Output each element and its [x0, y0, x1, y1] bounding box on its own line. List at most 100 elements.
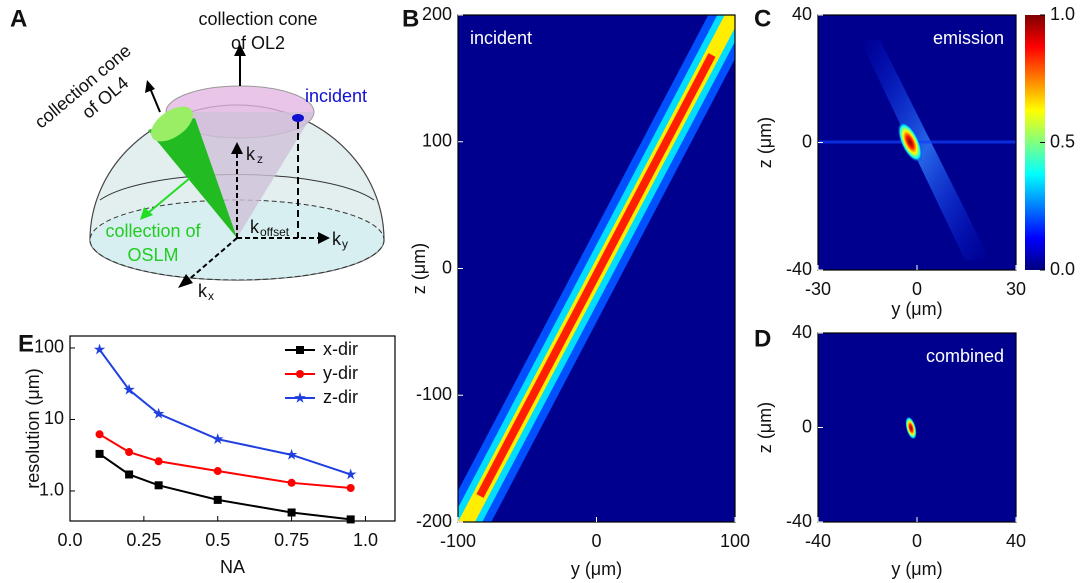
diagram-label: offset — [260, 225, 290, 239]
x-tick-label: 0 — [912, 531, 922, 551]
beam — [458, 15, 735, 522]
y-tick-label: -200 — [416, 511, 452, 531]
diagram-label: collection cone — [198, 9, 317, 29]
y-tick-label: 0 — [442, 257, 452, 277]
x-tick-label: 0.25 — [126, 530, 161, 550]
y-tick-label: 0 — [802, 416, 812, 436]
diagram-label: x — [208, 289, 214, 303]
series-line — [98, 348, 351, 476]
marker — [95, 449, 104, 458]
arrow — [149, 87, 161, 113]
panel-label: D — [754, 325, 771, 352]
x-tick-label: 100 — [720, 531, 750, 551]
ol4-cap — [150, 106, 194, 142]
heatmap-bg — [818, 333, 1016, 522]
arrowhead — [145, 80, 155, 93]
y-tick-label: 40 — [792, 4, 812, 24]
annotation: emission — [933, 28, 1004, 48]
x-tick-label: -100 — [440, 531, 476, 551]
y-axis-label: resolution (μm) — [23, 368, 43, 488]
ol4-cone — [148, 118, 237, 238]
y-tick-label: 100 — [34, 337, 64, 357]
y-axis-label: z (μm) — [755, 402, 775, 453]
legend-label: x-dir — [323, 339, 358, 359]
diagram: A collection cone of OL2 collection cone… — [10, 5, 385, 303]
diagram-label: incident — [305, 86, 367, 106]
panel-label: E — [18, 330, 34, 357]
marker — [287, 508, 296, 517]
diagram-label: k — [246, 144, 256, 164]
legend-label: y-dir — [323, 363, 358, 383]
marker — [344, 468, 357, 480]
arrowhead — [178, 274, 193, 288]
marker — [287, 478, 296, 487]
x-axis-label: NA — [220, 557, 245, 577]
arrowhead — [231, 142, 243, 154]
diagram-label: OSLM — [127, 245, 178, 265]
marker — [294, 392, 306, 403]
x-tick-label: -30 — [805, 279, 831, 299]
plot-frame — [69, 335, 396, 522]
panel-label: C — [754, 5, 771, 32]
marker — [346, 515, 355, 524]
y-axis-label: z (μm) — [755, 117, 775, 168]
x-tick-label: 0 — [912, 279, 922, 299]
marker — [154, 457, 163, 466]
marker — [95, 430, 104, 439]
y-tick-label: 0 — [802, 131, 812, 151]
marker — [213, 467, 222, 476]
combined-spot — [905, 416, 917, 440]
diagram-label: k — [250, 217, 260, 237]
x-axis-label: y (μm) — [891, 299, 942, 319]
panel-label: A — [10, 5, 27, 32]
arrowhead — [234, 44, 246, 56]
diagram-label: z — [257, 152, 263, 166]
diagram-label: k — [332, 229, 342, 249]
x-tick-label: -40 — [805, 531, 831, 551]
x-tick-label: 40 — [1006, 531, 1026, 551]
diagram-label: of OL2 — [231, 33, 285, 53]
x-tick-label: 0 — [591, 531, 601, 551]
marker — [285, 448, 298, 460]
marker — [125, 448, 134, 457]
diagram-label: y — [342, 237, 348, 251]
marker — [213, 495, 222, 504]
marker — [152, 407, 165, 419]
x-tick-label: 0.5 — [205, 530, 230, 550]
marker — [346, 483, 355, 492]
x-tick-label: 1.0 — [353, 530, 378, 550]
colorbar-label: 0.0 — [1050, 259, 1075, 279]
marker — [93, 343, 106, 355]
arrowhead — [140, 207, 153, 220]
marker — [123, 383, 135, 395]
axis — [185, 237, 238, 283]
colorbar-label: 0.5 — [1050, 131, 1075, 151]
diagram-label: collection of — [105, 221, 201, 241]
y-tick-label: 100 — [422, 131, 452, 151]
annotation: incident — [470, 28, 532, 48]
y-axis-label: z (μm) — [409, 243, 429, 294]
legend-label: z-dir — [323, 387, 358, 407]
x-tick-label: 0.0 — [57, 530, 82, 550]
arrow — [147, 177, 191, 214]
annotation: combined — [926, 346, 1004, 366]
y-tick-label: 40 — [792, 322, 812, 342]
x-axis-label: y (μm) — [571, 559, 622, 579]
base — [89, 199, 385, 281]
incident-spot — [292, 114, 304, 122]
diagram-label: k — [198, 281, 208, 301]
y-tick-label: 200 — [422, 4, 452, 24]
colorbar-label: 1.0 — [1050, 4, 1075, 24]
series-line — [98, 453, 351, 521]
marker — [296, 346, 304, 354]
x-tick-label: 30 — [1006, 279, 1026, 299]
marker — [212, 433, 224, 445]
y-tick-label: -40 — [786, 511, 812, 531]
panel-label: B — [402, 5, 419, 32]
arrowhead — [318, 232, 330, 244]
x-tick-label: 0.75 — [274, 530, 309, 550]
y-tick-label: -100 — [416, 384, 452, 404]
colorbar — [1025, 15, 1045, 270]
emission-spot — [818, 40, 1016, 260]
